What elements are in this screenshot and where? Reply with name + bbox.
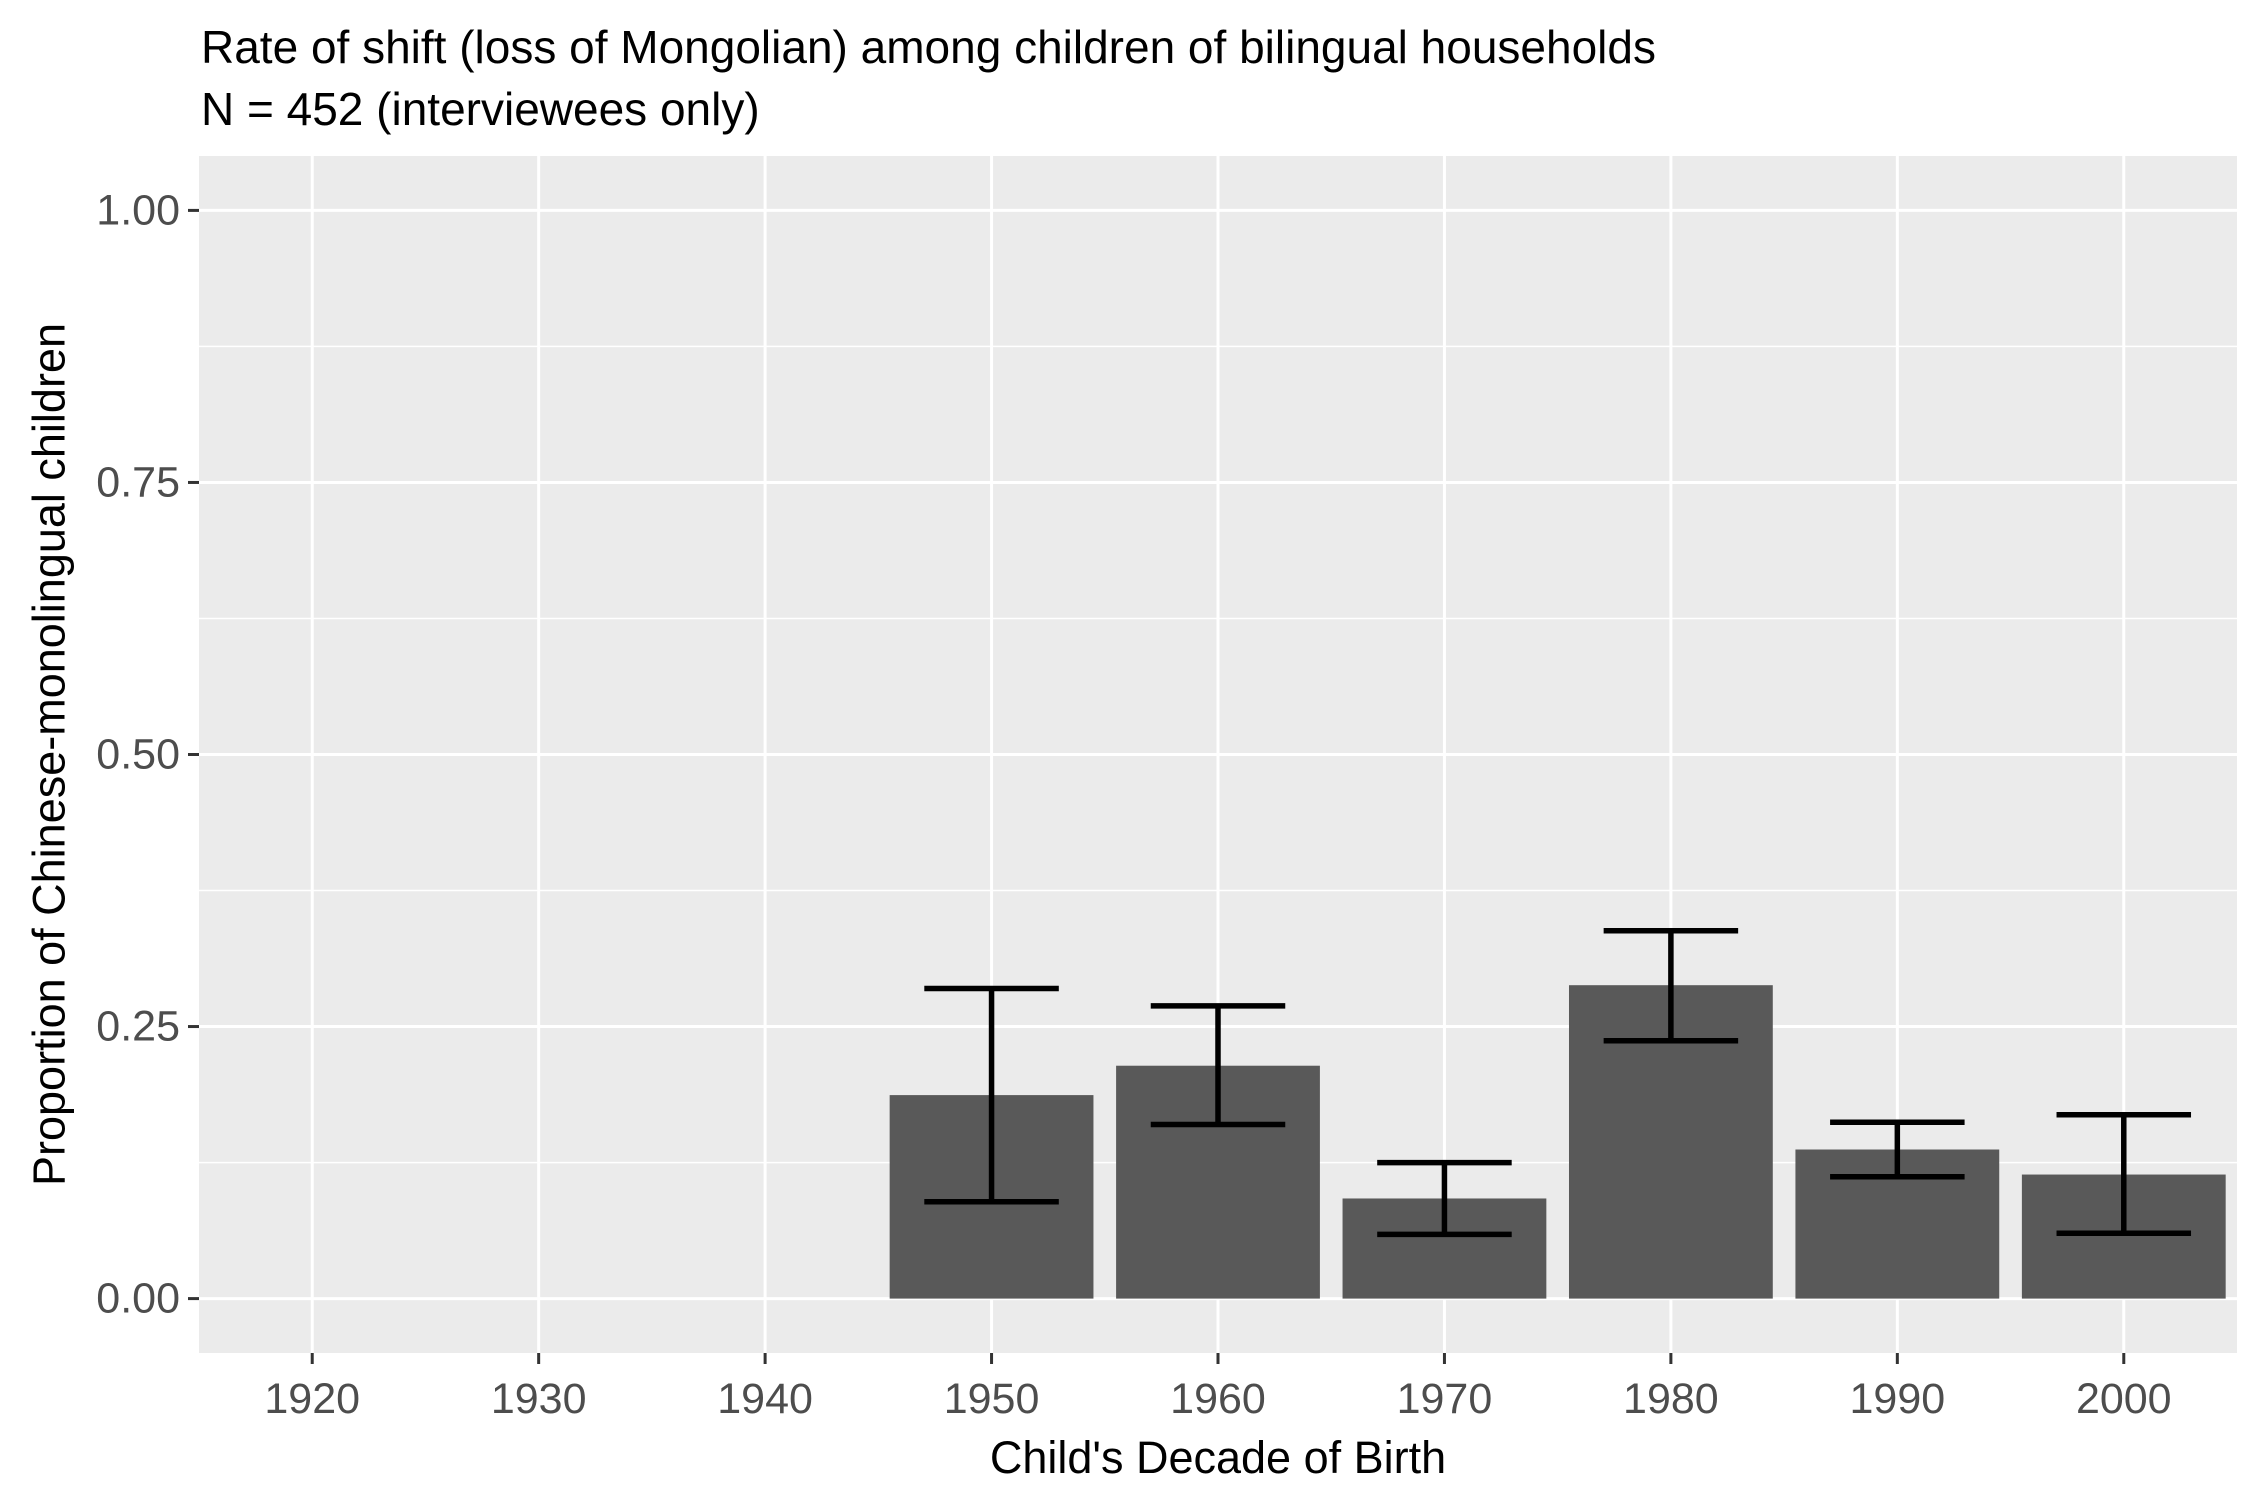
error-bar-1980 — [1603, 928, 1739, 1044]
x-tick-label: 1980 — [1623, 1375, 1719, 1423]
error-bar-1950 — [924, 985, 1059, 1205]
y-axis: 0.00 0.25 0.50 0.75 1.00 — [96, 186, 199, 1323]
y-tick-label: 0.00 — [96, 1275, 180, 1323]
x-tick-label: 1950 — [944, 1375, 1040, 1423]
x-tick-label: 2000 — [2076, 1375, 2172, 1423]
title-block: Rate of shift (loss of Mongolian) among … — [201, 16, 1656, 140]
x-axis: 1920 1930 1940 1950 1960 1970 1980 1990 2000 — [264, 1353, 2172, 1423]
error-bar-2000 — [2056, 1111, 2192, 1237]
error-bars — [924, 928, 2192, 1238]
chart-title: Rate of shift (loss of Mongolian) among … — [201, 21, 1656, 73]
y-tick-label: 0.25 — [96, 1003, 180, 1051]
error-bar-1990 — [1830, 1119, 1965, 1180]
chart-subtitle: N = 452 (interviewees only) — [201, 83, 760, 135]
x-tick-label: 1940 — [717, 1375, 813, 1423]
y-tick-label: 0.75 — [96, 458, 180, 506]
x-tick-label: 1960 — [1170, 1375, 1266, 1423]
x-tick-label: 1930 — [491, 1375, 587, 1423]
error-bar-1960 — [1150, 1003, 1286, 1128]
y-tick-label: 0.50 — [96, 731, 180, 779]
bars — [889, 985, 2226, 1299]
x-tick-label: 1920 — [264, 1375, 360, 1423]
x-tick-label: 1970 — [1397, 1375, 1493, 1423]
y-axis-title: Proportion of Chinese-monolingual childr… — [24, 323, 75, 1186]
x-axis-title: Child's Decade of Birth — [990, 1432, 1446, 1483]
x-tick-label: 1990 — [1849, 1375, 1945, 1423]
error-bar-1970 — [1377, 1159, 1512, 1238]
y-tick-label: 1.00 — [96, 186, 180, 234]
